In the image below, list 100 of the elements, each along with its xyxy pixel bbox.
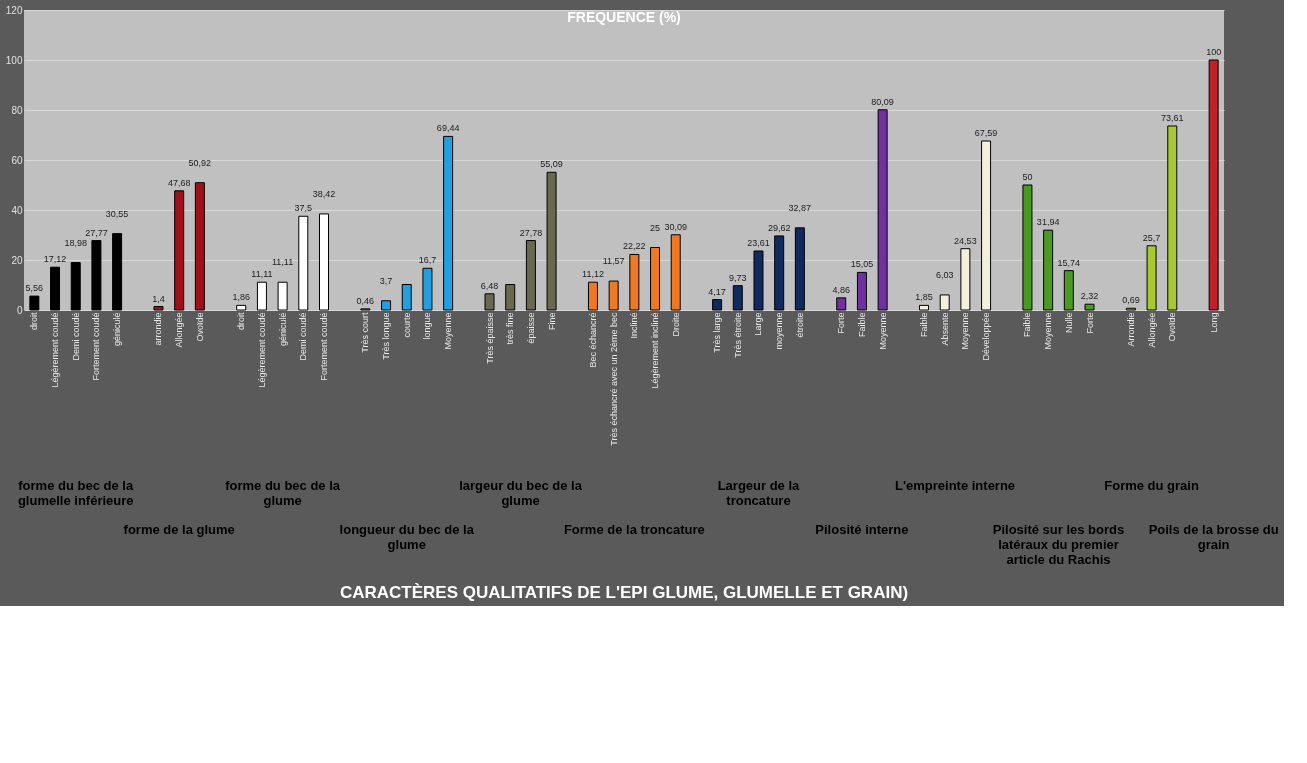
bar <box>422 267 433 311</box>
data-label: 16,7 <box>418 255 437 266</box>
x-tick-label: Faible <box>1022 312 1033 338</box>
data-label: 25 <box>650 222 661 233</box>
bar <box>1146 245 1157 311</box>
bar <box>29 295 40 311</box>
x-tick-label: Allongée <box>1146 312 1157 348</box>
data-label: 18,98 <box>64 237 87 248</box>
text: Forme de la troncature <box>563 522 705 537</box>
data-label: 23,61 <box>747 237 770 248</box>
data-label: 73,61 <box>1161 112 1184 123</box>
data-label: 6,03 <box>935 269 954 280</box>
bar <box>753 250 764 311</box>
x-tick-label: Légèrement coudé <box>50 312 61 388</box>
data-label: 47,68 <box>167 177 191 188</box>
bar <box>319 213 329 311</box>
data-label: 11,57 <box>602 256 625 267</box>
bar <box>381 300 392 311</box>
text: largeur du bec de la glume <box>459 478 583 508</box>
x-tick-label: Demi coudé <box>298 312 309 361</box>
bar <box>298 215 309 311</box>
x-tick-label: Allongée <box>174 312 185 348</box>
text: forme du bec de la glume <box>225 478 341 508</box>
bar <box>981 140 992 311</box>
bar <box>794 227 805 311</box>
x-tick-label: Très large <box>712 312 723 353</box>
bar <box>112 233 123 311</box>
x-tick-label: arrondie <box>153 312 164 346</box>
chart-title: FREQUENCE (%) <box>567 9 681 25</box>
data-label: 80,09 <box>871 96 894 107</box>
x-tick-label: Ovoïde <box>194 312 205 342</box>
x-tick-label: Faible <box>919 312 929 338</box>
x-tick-label: Incliné <box>629 312 640 339</box>
data-label: 31,94 <box>1036 217 1060 228</box>
text: forme de la glume <box>123 522 235 537</box>
bar <box>836 297 847 311</box>
x-tick-label: géniculé <box>112 312 123 347</box>
x-tick-label: droit <box>29 312 40 331</box>
bar <box>670 234 681 311</box>
y-tick-label: 80 <box>11 104 23 116</box>
data-label: 1,86 <box>232 292 251 303</box>
text: CARACTÈRES QUALITATIFS DE L'EPI GLUME, GLUMELLE ET GRAIN) <box>339 583 909 602</box>
data-label: 11,12 <box>582 269 604 280</box>
data-label: 15,05 <box>850 259 874 270</box>
bar <box>505 284 516 311</box>
data-label: 38,42 <box>312 188 336 199</box>
y-tick-label: 40 <box>11 204 23 216</box>
x-tick-label: Légèrement incliné <box>650 312 661 389</box>
y-tick-label: 0 <box>16 304 23 316</box>
data-label: 1,4 <box>152 293 165 304</box>
data-label: 22,22 <box>623 241 646 252</box>
text: longueur du bec de la glume <box>339 522 475 552</box>
text: Forme du grain <box>1104 478 1199 493</box>
x-tick-label: moyenne <box>774 312 785 350</box>
data-label: 50,92 <box>188 157 212 168</box>
text: Pilosité interne <box>815 522 909 537</box>
bar <box>70 262 81 311</box>
text: Largeur de la troncature <box>717 478 801 508</box>
y-tick-label: 20 <box>11 254 23 266</box>
x-tick-label: courte <box>401 312 412 338</box>
x-tick-label: Arrondie <box>1125 312 1136 347</box>
bar <box>525 240 536 311</box>
x-tick-label: géniculé <box>277 312 288 347</box>
bar <box>484 293 495 311</box>
data-label: 24,53 <box>954 235 977 246</box>
bar <box>1063 270 1074 311</box>
data-label: 27,77 <box>85 227 108 238</box>
x-tick-label: Très étroite <box>732 312 743 358</box>
data-label: 1,85 <box>915 292 933 303</box>
x-tick-label: Large <box>753 312 764 336</box>
x-tick-label: Ovoïde <box>1167 312 1178 342</box>
bar <box>960 248 971 311</box>
x-tick-label: très fine <box>505 312 516 345</box>
data-label: 100 <box>1206 47 1222 57</box>
x-tick-label: droit <box>236 312 247 331</box>
x-tick-label: Fine <box>546 312 557 331</box>
data-label: 11,11 <box>251 269 273 280</box>
x-tick-label: Long <box>1208 312 1219 333</box>
data-label: 9,73 <box>729 272 747 283</box>
bar <box>277 281 288 311</box>
bar <box>774 235 785 311</box>
x-tick-label: Très longue <box>381 312 392 360</box>
x-tick-label: Moyenne <box>960 312 971 350</box>
x-tick-label: Forte <box>1084 312 1095 334</box>
x-tick-label: Légèrement coudé <box>256 312 267 388</box>
data-label: 5,56 <box>25 283 44 294</box>
data-label: 0,46 <box>356 295 375 306</box>
data-label: 6,48 <box>480 280 499 291</box>
bar <box>256 281 267 311</box>
x-tick-label: Développée <box>981 312 992 361</box>
bar <box>939 294 950 311</box>
x-tick-label: Demi coudé <box>70 312 81 361</box>
data-label: 29,62 <box>767 222 791 233</box>
y-tick-label: 120 <box>5 4 23 16</box>
data-label: 55,09 <box>540 159 563 170</box>
data-label: 4,17 <box>708 286 726 297</box>
bar <box>856 271 867 311</box>
x-tick-label: Nulle <box>1063 312 1074 334</box>
x-tick-label: Moyenne <box>877 312 888 350</box>
bar <box>194 182 205 311</box>
